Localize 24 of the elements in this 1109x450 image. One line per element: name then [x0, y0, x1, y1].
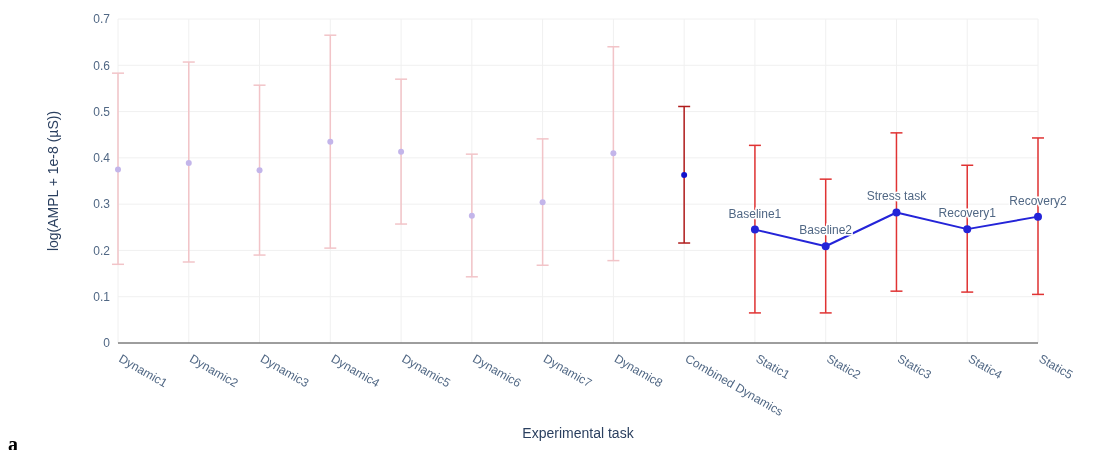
y-axis-title: log(AMPL + 1e-8 (µS))	[44, 110, 61, 252]
y-tick-label: 0.7	[93, 12, 111, 27]
point	[750, 225, 759, 234]
point	[398, 148, 405, 155]
point	[610, 150, 617, 157]
point	[892, 208, 901, 217]
y-tick-label: 0.2	[93, 243, 111, 258]
y-tick-label: 0.3	[93, 197, 111, 212]
x-axis-title: Experimental task	[522, 425, 635, 441]
point	[185, 159, 192, 166]
point	[681, 171, 688, 178]
y-tick-label: 0.5	[93, 104, 111, 119]
point	[963, 225, 972, 234]
point	[468, 212, 475, 219]
point	[1034, 212, 1042, 221]
point	[256, 167, 263, 174]
y-tick-label: 0.6	[93, 58, 111, 73]
y-tick-label: 0	[103, 336, 111, 351]
point	[539, 199, 546, 206]
point	[821, 242, 830, 251]
point	[327, 138, 334, 145]
y-tick-label: 0.4	[93, 151, 111, 166]
y-tick-label: 0.1	[93, 289, 111, 304]
point	[115, 166, 121, 173]
